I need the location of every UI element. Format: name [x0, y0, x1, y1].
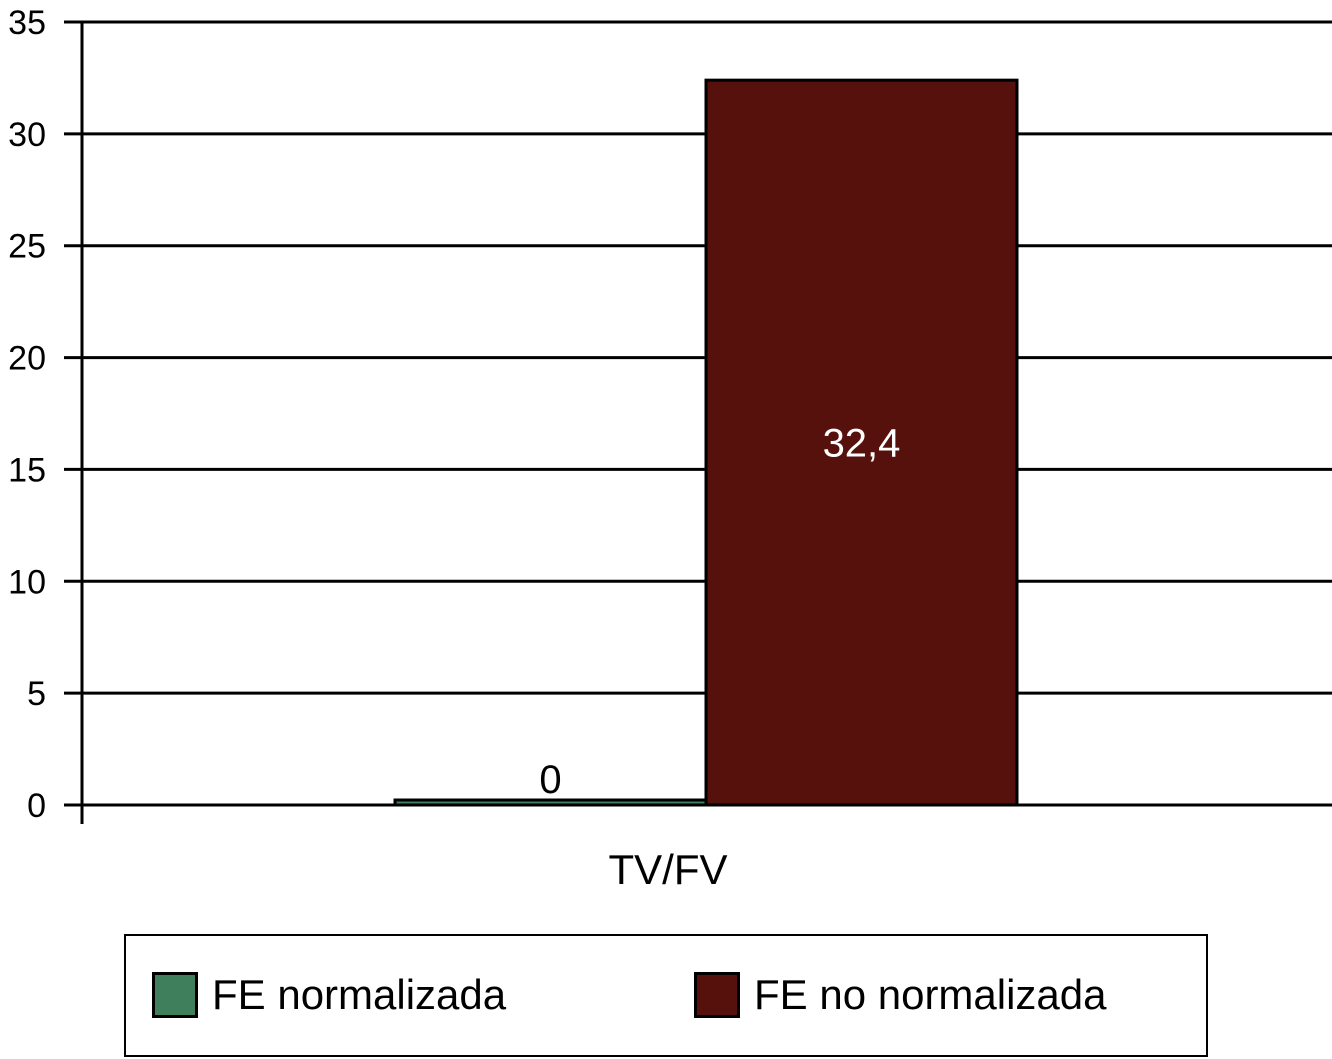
legend-item-fe-no-normalizada: FE no normalizada — [694, 972, 1107, 1018]
legend-item-fe-normalizada: FE normalizada — [152, 972, 506, 1018]
legend-swatch-fe-normalizada — [152, 972, 198, 1018]
y-axis-ticks: 0 5 10 15 20 25 30 35 — [8, 4, 46, 825]
y-tick-label-5: 5 — [27, 675, 46, 713]
legend: FE normalizada FE no normalizada — [124, 934, 1208, 1057]
bar-fe-no-normalizada — [704, 78, 1019, 807]
y-tick-label-0: 0 — [27, 787, 46, 825]
x-axis-labels: TV/FV — [608, 846, 727, 893]
y-tick-label-20: 20 — [8, 340, 46, 378]
y-tick-label-25: 25 — [8, 228, 46, 266]
bars: 032,4 — [393, 78, 1019, 807]
data-label-fe-no-normalizada: 32,4 — [823, 422, 901, 466]
y-tick-label-15: 15 — [8, 451, 46, 489]
y-tick-label-10: 10 — [8, 563, 46, 601]
y-tick-label-35: 35 — [8, 4, 46, 42]
data-label-fe-normalizada: 0 — [539, 758, 561, 802]
y-tick-label-30: 30 — [8, 116, 46, 154]
legend-label-fe-no-normalizada: FE no normalizada — [754, 971, 1107, 1018]
legend-swatch-fe-no-normalizada — [694, 972, 740, 1018]
gridlines — [64, 20, 1332, 807]
x-tick-label-tv-fv: TV/FV — [608, 846, 727, 893]
legend-label-fe-normalizada: FE normalizada — [212, 971, 507, 1018]
